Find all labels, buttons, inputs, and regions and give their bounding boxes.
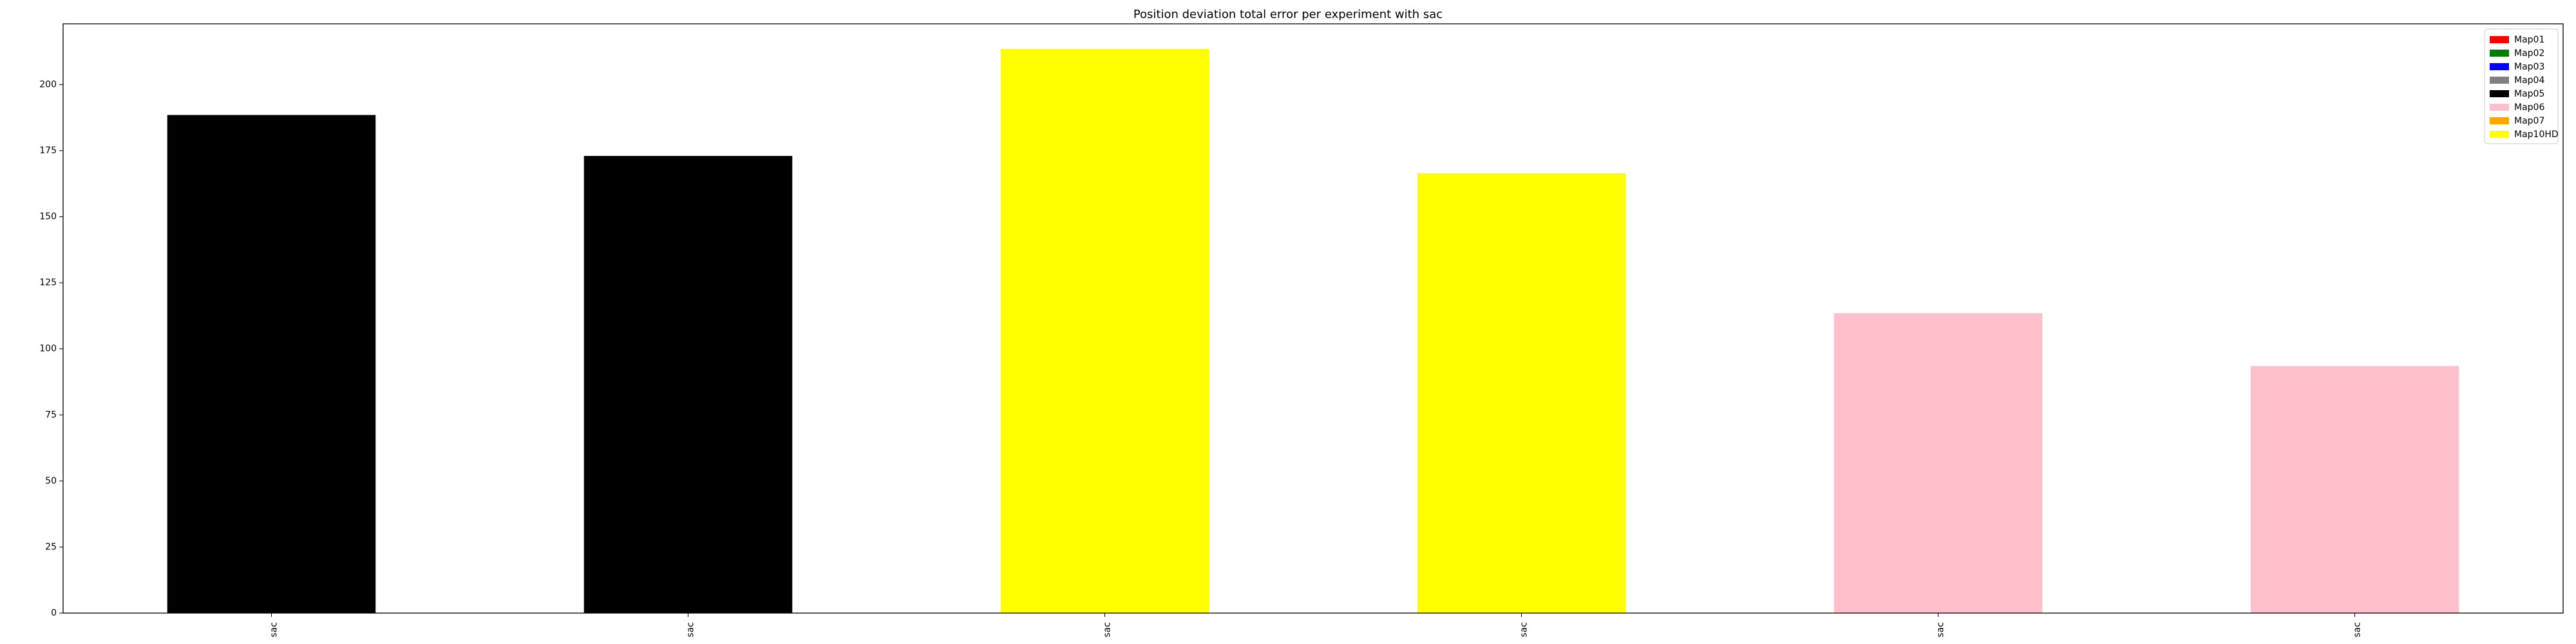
x-tick-label: sac	[1103, 622, 1113, 638]
legend: Map01 Map02 Map03 Map04 Map05 Map06 Map07 Map10…	[2484, 28, 2559, 144]
bar	[167, 115, 376, 613]
y-tick-label: 125	[39, 278, 57, 288]
y-axis: 0 25 50 75 100 125 150 175 200	[39, 79, 63, 618]
legend-swatch	[2490, 117, 2509, 124]
legend-swatch	[2490, 63, 2509, 70]
legend-label: Map04	[2514, 75, 2544, 86]
x-tick-label: sac	[1936, 622, 1946, 638]
x-tick-label: sac	[686, 622, 696, 638]
legend-label: Map07	[2514, 116, 2544, 126]
legend-swatch	[2490, 104, 2509, 111]
bars-group	[167, 48, 2459, 614]
y-tick-label: 75	[45, 410, 57, 420]
bar	[2250, 366, 2459, 613]
legend-swatch	[2490, 50, 2509, 57]
y-tick-label: 100	[39, 344, 57, 354]
y-tick-label: 0	[51, 608, 57, 618]
legend-swatch	[2490, 77, 2509, 84]
x-tick-label: sac	[269, 622, 279, 638]
bar	[1833, 313, 2043, 613]
legend-swatch	[2490, 90, 2509, 97]
bar	[1417, 173, 1626, 613]
x-tick-label: sac	[2353, 622, 2363, 638]
legend-swatch	[2490, 131, 2509, 138]
bar	[1000, 48, 1209, 614]
chart-title: Position deviation total error per exper…	[1133, 8, 1443, 21]
y-tick-label: 150	[39, 212, 57, 222]
legend-label: Map03	[2514, 62, 2544, 72]
x-tick-label: sac	[1519, 622, 1530, 638]
legend-label: Map01	[2514, 35, 2544, 45]
bar	[583, 156, 793, 613]
y-tick-label: 50	[45, 476, 57, 486]
legend-label: Map02	[2514, 48, 2544, 59]
y-tick-label: 25	[45, 542, 57, 552]
legend-swatch	[2490, 36, 2509, 43]
plot-frame	[62, 23, 2564, 614]
legend-frame	[2484, 28, 2559, 144]
legend-label: Map10HD	[2514, 129, 2559, 140]
y-tick-label: 175	[39, 146, 57, 156]
legend-label: Map05	[2514, 89, 2544, 99]
y-tick-label: 200	[39, 79, 57, 90]
x-axis: sac sac sac sac sac sac	[269, 613, 2363, 638]
legend-label: Map06	[2514, 102, 2544, 113]
